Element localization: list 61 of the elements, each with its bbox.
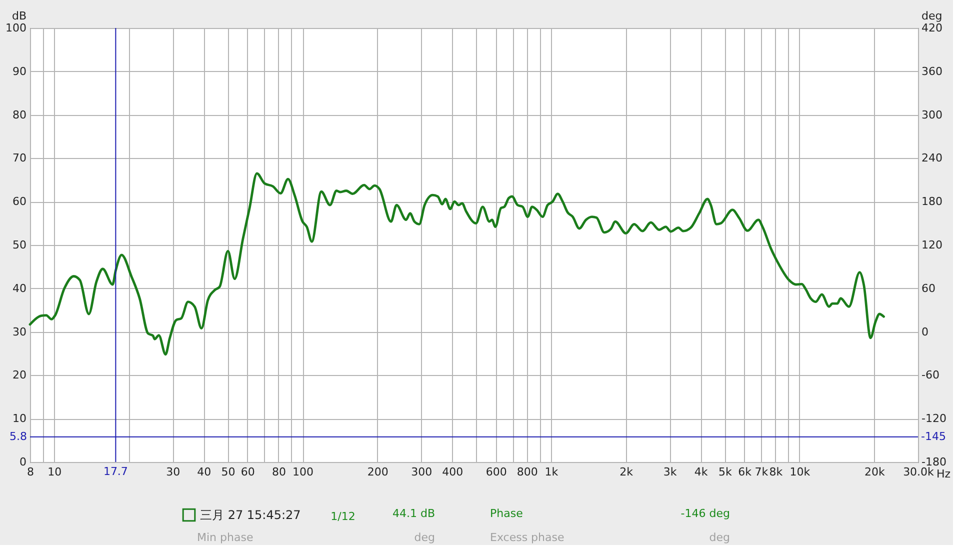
text: 1/12 xyxy=(330,510,356,523)
y2-tick-label: 420 xyxy=(922,22,942,34)
x-tick-label: 800 xyxy=(516,466,538,478)
y-axis-title: dB xyxy=(12,10,26,22)
y-tick-label: 60 xyxy=(12,195,26,208)
x-tick-label: 8k xyxy=(769,466,784,478)
y2-tick-label: 180 xyxy=(922,195,942,208)
x-tick-label: 100 xyxy=(292,466,314,478)
y2-tick-label: 60 xyxy=(922,282,936,295)
x-tick-label: 30 xyxy=(166,466,180,478)
y-tick-label: 0 xyxy=(20,456,26,468)
y-tick-label: 40 xyxy=(12,282,26,295)
ref-line-label: 5.8 xyxy=(10,430,27,443)
x-tick-label: 4k xyxy=(694,466,708,478)
text: -146 deg xyxy=(680,507,730,520)
x-tick-label: 3k xyxy=(663,466,678,478)
text: Phase xyxy=(490,507,524,520)
y2-tick-label: -180 xyxy=(922,456,946,468)
x-tick-label: 40 xyxy=(197,466,212,478)
x-tick-label: 300 xyxy=(411,466,432,478)
y2-tick-label: -60 xyxy=(922,368,940,382)
y2-tick-label: -120 xyxy=(922,412,946,426)
legend-label: 三月 27 15:45:27 xyxy=(200,508,301,522)
y-tick-label: 100 xyxy=(6,22,26,34)
y-tick-label: 10 xyxy=(12,412,26,426)
text: 44.1 dB xyxy=(392,507,435,520)
x-tick-label: 8 xyxy=(27,466,34,478)
x-tick-label: 60 xyxy=(240,466,255,478)
y2-tick-label: 300 xyxy=(922,108,942,122)
text: deg xyxy=(709,531,730,544)
x-tick-label: 7k xyxy=(754,466,769,478)
x-tick-label: 1k xyxy=(544,466,559,478)
y-tick-label: 70 xyxy=(12,152,26,165)
ref-line-label: 17.7 xyxy=(103,465,128,478)
y2-tick-label: 120 xyxy=(922,238,942,252)
x-tick-label: 6k xyxy=(738,466,752,478)
x-tick-label: 30.0k xyxy=(903,466,935,478)
y2-axis-title: deg xyxy=(922,10,942,22)
x-tick-label: 600 xyxy=(486,466,507,478)
x-tick-label: 50 xyxy=(221,466,236,478)
x-tick-label: 80 xyxy=(272,466,286,478)
text: Min phase xyxy=(197,531,254,544)
x-tick-label: 200 xyxy=(367,466,388,478)
y-tick-label: 90 xyxy=(12,64,26,78)
y2-tick-label: 240 xyxy=(922,152,942,165)
text: deg xyxy=(414,531,435,544)
y2-tick-label: 360 xyxy=(922,64,942,78)
y-tick-label: 30 xyxy=(12,325,26,338)
y2-tick-label: 0 xyxy=(922,325,928,338)
y-tick-label: 80 xyxy=(12,108,26,122)
x-tick-label: 10 xyxy=(48,466,62,478)
y-tick-label: 50 xyxy=(12,238,26,252)
x-tick-label: 400 xyxy=(442,466,464,478)
x-tick-label: 2k xyxy=(620,466,634,478)
x-tick-label: 20k xyxy=(864,466,886,478)
text: Excess phase xyxy=(490,531,564,544)
x-tick-label: 10k xyxy=(790,466,811,478)
x-axis-title: Hz xyxy=(936,468,951,480)
y-tick-label: 20 xyxy=(12,368,26,382)
annotation: -145 xyxy=(921,430,946,443)
x-tick-label: 5k xyxy=(718,466,732,478)
